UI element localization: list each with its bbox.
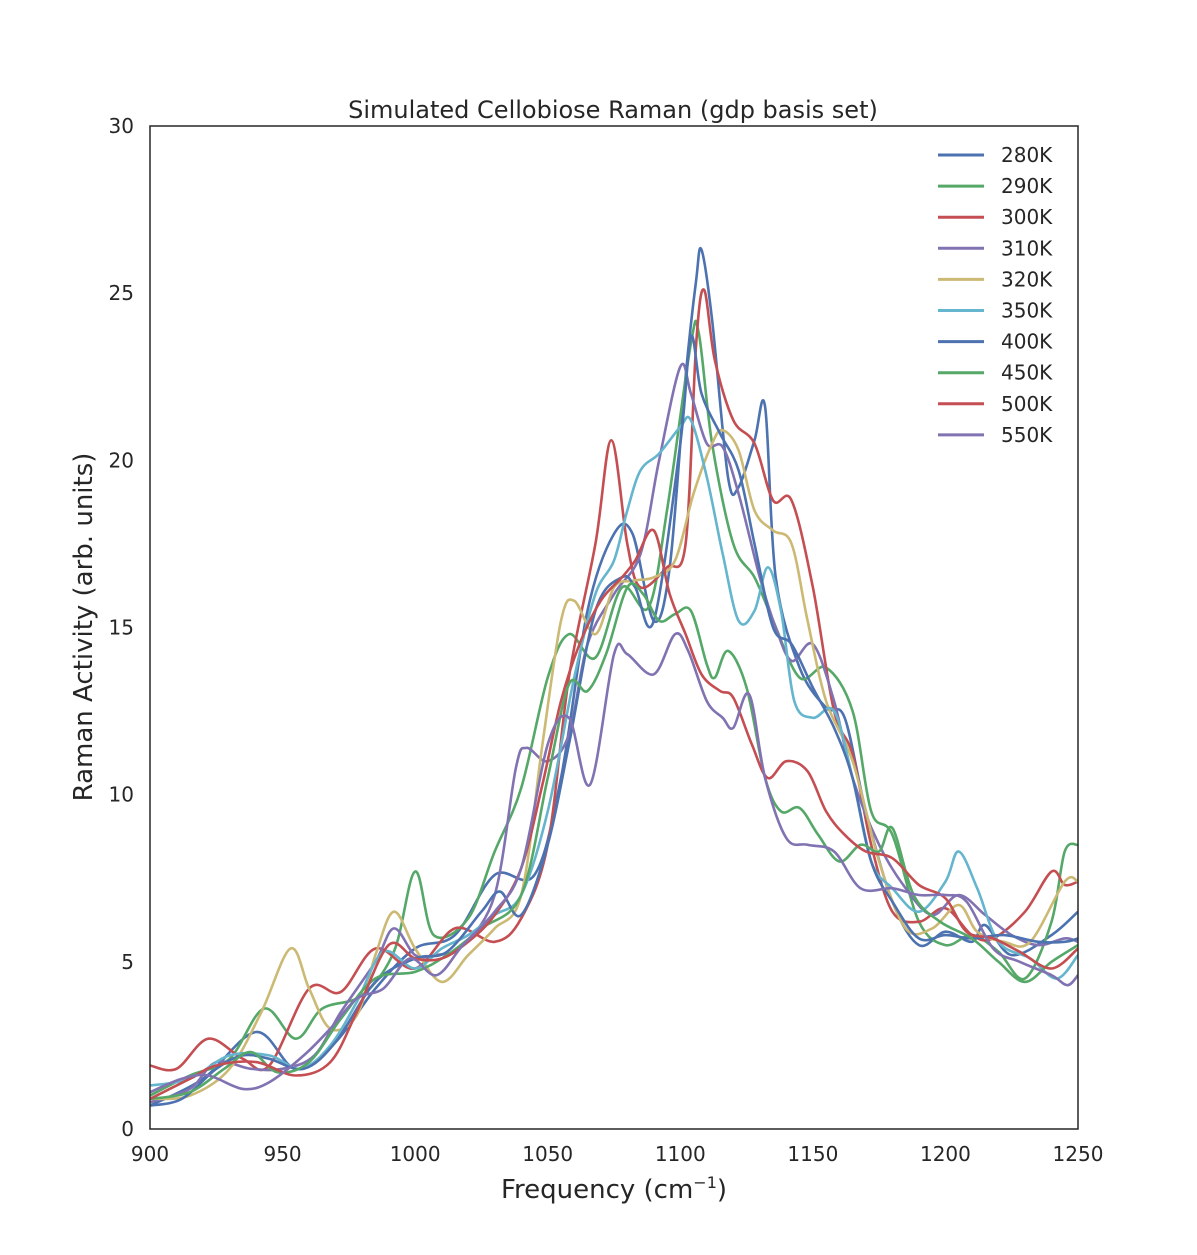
- x-tick-label: 900: [131, 1142, 169, 1166]
- y-tick-label: 0: [121, 1117, 134, 1141]
- legend-label-500K: 500K: [1001, 392, 1053, 416]
- y-tick-labels: 0 5 10 15 20 25 30: [109, 114, 134, 1141]
- series-line-300K: [150, 288, 1078, 1072]
- plot-area: [150, 246, 1078, 1107]
- y-tick-label: 5: [121, 950, 134, 974]
- series-line-310K: [150, 362, 1078, 1104]
- series-line-290K: [150, 319, 1078, 1097]
- series-line-350K: [150, 415, 1078, 1087]
- x-tick-label: 1150: [787, 1142, 838, 1166]
- y-tick-label: 25: [109, 281, 134, 305]
- legend-label-290K: 290K: [1001, 174, 1053, 198]
- legend: 280K 290K 300K 310K 320K 350K 400K 450K 500K 550K: [938, 143, 1053, 447]
- series-line-450K: [150, 582, 1078, 1101]
- legend-label-310K: 310K: [1001, 236, 1053, 260]
- legend-label-400K: 400K: [1001, 330, 1053, 354]
- x-axis-label-superscript: −1: [693, 1173, 717, 1192]
- y-axis-label: Raman Activity (arb. units): [69, 453, 99, 802]
- y-tick-label: 10: [109, 783, 134, 807]
- x-tick-label: 1200: [920, 1142, 971, 1166]
- y-tick-label: 15: [109, 616, 134, 640]
- plot-frame: [149, 125, 1079, 1130]
- legend-label-550K: 550K: [1001, 423, 1053, 447]
- series-line-280K: [150, 246, 1078, 1107]
- legend-label-280K: 280K: [1001, 143, 1053, 167]
- x-tick-label: 1250: [1053, 1142, 1104, 1166]
- y-tick-label: 30: [109, 114, 134, 138]
- y-tick-label: 20: [109, 448, 134, 472]
- chart-title: Simulated Cellobiose Raman (gdp basis se…: [348, 96, 878, 124]
- series-line-500K: [150, 528, 1078, 1101]
- x-tick-labels: 900 950 1000 1050 1100 1150 1200 1250: [131, 1142, 1104, 1166]
- legend-label-300K: 300K: [1001, 205, 1053, 229]
- x-tick-label: 1100: [655, 1142, 706, 1166]
- x-tick-label: 950: [263, 1142, 301, 1166]
- legend-label-350K: 350K: [1001, 299, 1053, 323]
- x-axis-label: Frequency (cm−1): [501, 1173, 727, 1205]
- legend-label-450K: 450K: [1001, 361, 1053, 385]
- x-tick-label: 1050: [522, 1142, 573, 1166]
- series-line-550K: [150, 632, 1078, 1094]
- x-tick-label: 1000: [390, 1142, 441, 1166]
- legend-label-320K: 320K: [1001, 267, 1053, 291]
- series-line-320K: [150, 428, 1078, 1101]
